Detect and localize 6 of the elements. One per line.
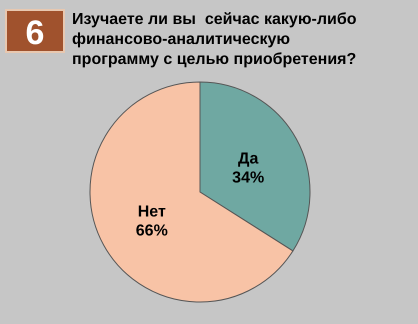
data-label: 66%: [136, 222, 168, 240]
data-label: 34%: [232, 170, 264, 187]
slice-label: Да: [238, 150, 258, 168]
chart-title: Изучаете ли вы сейчас какую-либо финансово-аналитическую программу с целью приобретения?: [72, 11, 357, 68]
slice-label: Нет: [138, 203, 166, 220]
text: 6: [26, 14, 44, 52]
